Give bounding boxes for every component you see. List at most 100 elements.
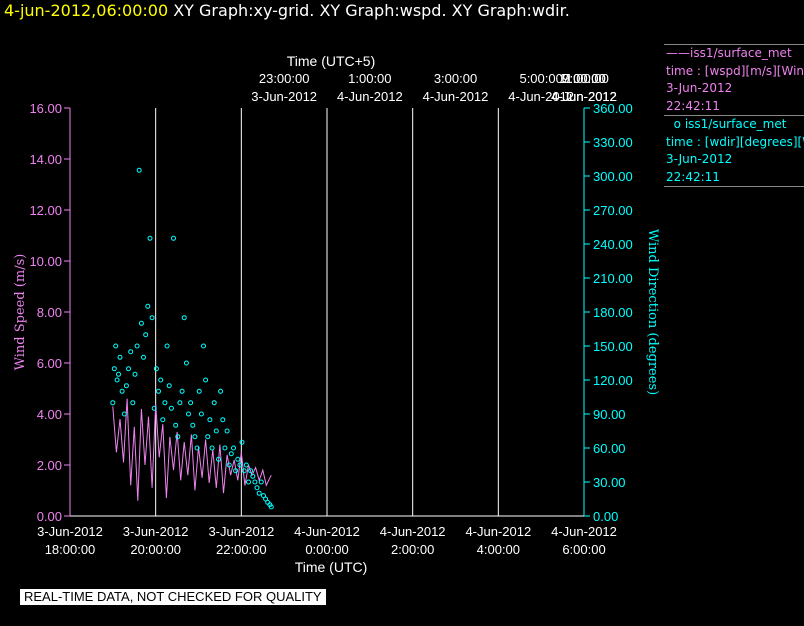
x-tick-label-top-time: 3:00:00	[434, 71, 477, 86]
wdir-point	[166, 383, 172, 389]
y-tick-label-right: 300.00	[593, 169, 633, 184]
wdir-point	[132, 371, 138, 377]
header: 4-jun-2012,06:00:00 XY Graph:xy-grid. XY…	[4, 1, 570, 20]
wdir-point	[246, 479, 251, 485]
wdir-point	[252, 479, 258, 485]
wdir-point	[128, 349, 134, 355]
x-tick-label-top-time: 9:00:00	[562, 71, 605, 86]
wdir-point	[194, 445, 200, 451]
x-axis-label-top: Time (UTC+5)	[287, 53, 376, 69]
x-tick-label-top-date: 3-Jun-2012	[251, 89, 317, 104]
y-tick-label-right: 90.00	[593, 407, 626, 422]
wdir-point	[250, 473, 256, 479]
y-tick-label-left: 16.00	[29, 101, 62, 116]
wdir-point	[218, 388, 224, 394]
x-tick-label-top-time: 7:00:00	[562, 71, 605, 86]
legend-wspd-time: 22:42:11	[666, 98, 720, 113]
wdir-point	[231, 445, 236, 451]
wdir-point	[201, 343, 206, 349]
x-tick-label-top-time: 23:00:00	[259, 71, 310, 86]
legend-wdir: o iss1/surface_met time : [wdir][degrees…	[664, 116, 804, 186]
wdir-point	[183, 360, 189, 366]
wdir-point	[114, 377, 120, 383]
wdir-point	[216, 456, 221, 462]
wdir-point	[241, 468, 247, 474]
wdir-point	[123, 383, 129, 389]
wdir-point	[207, 417, 213, 423]
legend-wdir-name: iss1/surface_met	[684, 117, 787, 131]
wdir-point	[164, 343, 170, 349]
legend: ——iss1/surface_met time : [wspd][m/s][Wi…	[664, 44, 804, 187]
x-tick-label-bottom-date: 4-Jun-2012	[465, 524, 531, 539]
wdir-point	[116, 371, 121, 377]
y-tick-label-left: 6.00	[37, 356, 62, 371]
y-tick-label-left: 12.00	[29, 203, 62, 218]
header-graphs: XY Graph:xy-grid. XY Graph:wspd. XY Grap…	[168, 1, 570, 20]
legend-wspd-date: 3-Jun-2012	[666, 81, 733, 95]
wdir-point	[248, 468, 254, 474]
y-tick-label-right: 330.00	[593, 135, 633, 150]
x-tick-label-bottom-time: 18:00:00	[45, 542, 96, 557]
legend-wspd: ——iss1/surface_met time : [wspd][m/s][Wi…	[664, 45, 804, 115]
x-tick-label-top-date: 4-Jun-2012	[551, 89, 617, 104]
wdir-point	[190, 422, 196, 428]
wdir-point	[145, 303, 151, 309]
legend-divider	[664, 115, 804, 116]
y-tick-label-left: 2.00	[37, 458, 62, 473]
y-axis-label-right: Wind Direction (degrees)	[645, 229, 660, 395]
y-tick-label-right: 60.00	[593, 441, 626, 456]
x-tick-label-bottom-date: 4-Jun-2012	[294, 524, 360, 539]
wdir-point	[220, 417, 226, 423]
y-axis-label-left: Wind Speed (m/s)	[13, 254, 28, 371]
wdir-point	[177, 400, 183, 406]
wdir-point	[258, 479, 264, 485]
wdir-point	[261, 493, 266, 499]
wdir-point	[149, 315, 155, 321]
quality-banner: REAL-TIME DATA, NOT CHECKED FOR QUALITY	[20, 589, 326, 605]
wdir-point	[162, 400, 168, 406]
wdir-point	[263, 496, 269, 502]
wdir-point	[179, 388, 185, 394]
x-tick-label-bottom-date: 3-Jun-2012	[208, 524, 274, 539]
wdir-point	[198, 411, 204, 417]
wdir-point	[239, 439, 245, 445]
x-tick-label-top-time: 5:00:00	[519, 71, 562, 86]
x-axis-label-bottom: Time (UTC)	[295, 559, 368, 575]
axes	[64, 107, 590, 517]
wdir-point	[143, 332, 149, 338]
x-tick-label-top-date: 4-Jun-2012	[508, 89, 574, 104]
legend-wspd-marker: ——	[666, 46, 690, 60]
y-tick-label-right: 240.00	[593, 237, 633, 252]
wdir-point	[130, 400, 136, 406]
wdir-point	[224, 428, 230, 434]
wdir-point	[233, 468, 239, 474]
y-tick-label-right: 180.00	[593, 305, 633, 320]
wdir-point	[117, 354, 123, 360]
wdir-point	[203, 377, 209, 383]
legend-divider	[664, 44, 804, 45]
legend-wspd-line: time : [wspd][m/s][Wind	[666, 63, 804, 78]
y-tick-label-right: 270.00	[593, 203, 633, 218]
wdir-point	[136, 167, 142, 173]
x-tick-label-bottom-time: 4:00:00	[477, 542, 520, 557]
legend-wspd-name: iss1/surface_met	[690, 46, 792, 60]
x-tick-label-bottom-date: 3-Jun-2012	[37, 524, 103, 539]
y-tick-label-left: 0.00	[37, 509, 62, 524]
wdir-point	[121, 411, 127, 417]
wdir-point	[226, 462, 232, 468]
x-tick-label-bottom-time: 20:00:00	[130, 542, 181, 557]
y-tick-label-right: 210.00	[593, 271, 633, 286]
wdir-point	[134, 343, 140, 349]
wdir-point	[160, 417, 166, 423]
x-tick-label-top-date: 4-Jun-2012	[337, 89, 403, 104]
header-date: 4-jun-2012,06:00:00	[4, 1, 169, 20]
y-tick-label-right: 150.00	[593, 339, 633, 354]
x-tick-label-top-date: 4-Jun-2012	[423, 89, 489, 104]
legend-wdir-line: time : [wdir][degrees][W	[666, 134, 804, 149]
x-tick-label-bottom-date: 4-Jun-2012	[380, 524, 446, 539]
legend-wdir-date: 3-Jun-2012	[666, 152, 733, 166]
wdir-point	[151, 405, 157, 411]
wdir-point	[186, 411, 191, 417]
y-tick-label-right: 360.00	[593, 101, 633, 116]
